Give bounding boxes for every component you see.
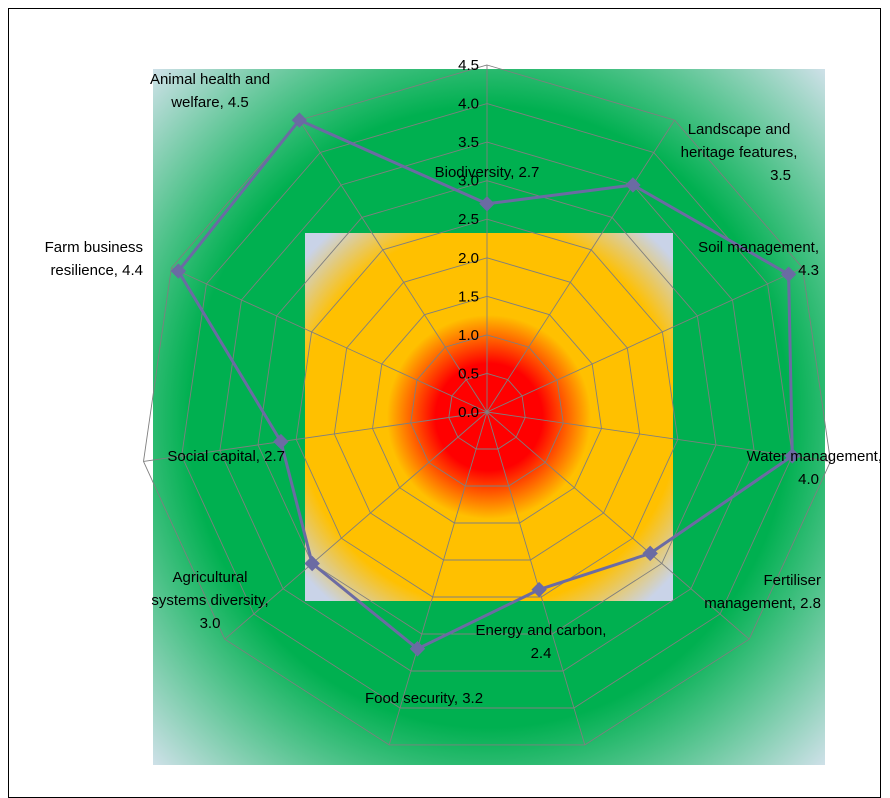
tick-label: 3.0 — [458, 173, 479, 190]
grid-ring — [333, 257, 641, 561]
data-point-marker — [170, 263, 187, 279]
data-point-marker — [642, 545, 658, 562]
grid-ring — [448, 372, 526, 450]
tick-label: 4.5 — [458, 57, 479, 74]
data-point-marker — [780, 266, 797, 282]
tick-label: 2.5 — [458, 211, 479, 228]
data-label: Agricultural systems diversity, 3.0 — [151, 569, 268, 632]
series-polygon — [176, 118, 794, 651]
data-point-marker — [409, 641, 426, 657]
data-point-marker — [479, 196, 495, 212]
data-label: Energy and carbon, 2.4 — [476, 622, 607, 662]
radar-chart: 0.0 0.5 1.0 1.5 2.0 2.5 3.0 3.5 4.0 4.5 Biodivers… — [45, 57, 882, 765]
series-markers — [170, 112, 801, 657]
data-label: Social capital, 2.7 — [167, 448, 285, 465]
radar-grid — [143, 64, 831, 746]
spoke-line — [486, 119, 675, 413]
data-labels: Biodiversity, 2.7 Landscape and heritage f… — [45, 71, 882, 707]
grid-ring — [257, 180, 717, 635]
radar-spokes — [143, 65, 831, 746]
tick-label: 4.0 — [458, 96, 479, 113]
data-label: Farm business resilience, 4.4 — [45, 239, 143, 279]
spoke-line — [299, 119, 488, 413]
data-point-marker — [625, 177, 641, 193]
grid-ring — [372, 295, 602, 524]
spoke-line — [486, 411, 586, 746]
data-point-marker — [304, 555, 320, 572]
tick-label: 2.0 — [458, 250, 479, 267]
data-label: Food security, 3.2 — [365, 690, 483, 707]
spoke-line — [388, 411, 488, 746]
data-label: Water management, 4.0 — [747, 448, 882, 488]
tick-label: 0.5 — [458, 365, 479, 382]
spoke-line — [486, 411, 750, 640]
data-label: Fertiliser management, 2.8 — [704, 572, 821, 612]
tick-label: 0.0 — [458, 404, 479, 421]
grid-ring — [181, 103, 793, 709]
data-label: Animal health and welfare, 4.5 — [150, 71, 270, 111]
spoke-line — [171, 267, 488, 413]
data-label: Biodiversity, 2.7 — [435, 164, 540, 181]
grid-ring — [295, 218, 679, 598]
chart-frame: 0.0 0.5 1.0 1.5 2.0 2.5 3.0 3.5 4.0 4.5 Biodivers… — [8, 8, 882, 798]
data-point-marker — [273, 433, 289, 450]
inner-gradient-area — [305, 233, 673, 601]
grid-ring — [410, 334, 564, 487]
data-label: Soil management, 4.3 — [698, 239, 819, 279]
tick-label: 1.5 — [458, 288, 479, 305]
series-line — [176, 118, 794, 651]
grid-ring — [219, 141, 755, 672]
data-point-marker — [291, 112, 308, 128]
radial-tick-labels: 0.0 0.5 1.0 1.5 2.0 2.5 3.0 3.5 4.0 4.5 — [458, 57, 479, 421]
spoke-line — [143, 411, 488, 462]
data-label: Landscape and heritage features, 3.5 — [681, 121, 798, 184]
data-point-marker — [784, 448, 801, 464]
tick-label: 3.5 — [458, 134, 479, 151]
spoke-line — [486, 267, 803, 413]
spoke-line — [486, 411, 831, 462]
data-point-marker — [531, 581, 547, 598]
grid-ring — [143, 64, 831, 746]
tick-label: 1.0 — [458, 327, 479, 344]
spoke-line — [224, 411, 488, 640]
